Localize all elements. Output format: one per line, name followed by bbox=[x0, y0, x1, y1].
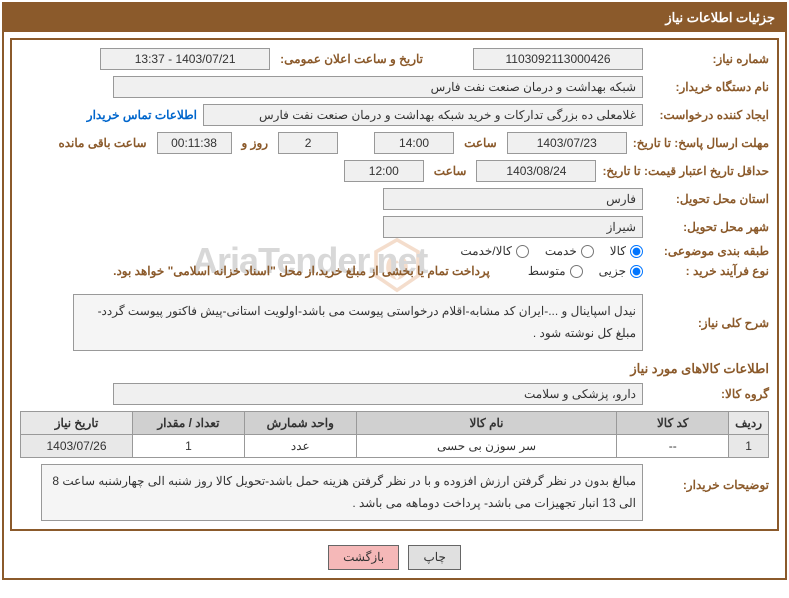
label-price-valid: حداقل تاریخ اعتبار قیمت: تا تاریخ: bbox=[602, 164, 769, 178]
row-price-valid: حداقل تاریخ اعتبار قیمت: تا تاریخ: 1403/… bbox=[20, 160, 769, 182]
field-goods-group: دارو، پزشکی و سلامت bbox=[113, 383, 643, 405]
field-remaining-time: 00:11:38 bbox=[157, 132, 232, 154]
th-qty: تعداد / مقدار bbox=[133, 412, 245, 435]
table-row: 1 -- سر سوزن بی حسی عدد 1 1403/07/26 bbox=[21, 435, 769, 458]
label-days-and: روز و bbox=[238, 136, 273, 150]
radio-group-process: جزیی متوسط bbox=[516, 264, 643, 278]
label-announce-datetime: تاریخ و ساعت اعلان عمومی: bbox=[276, 52, 427, 66]
link-contact-info[interactable]: اطلاعات تماس خریدار bbox=[87, 108, 197, 122]
row-reply-deadline: مهلت ارسال پاسخ: تا تاریخ: 1403/07/23 سا… bbox=[20, 132, 769, 154]
row-need-number: شماره نیاز: 1103092113000426 تاریخ و ساع… bbox=[20, 48, 769, 70]
radio-group-category: کالا خدمت کالا/خدمت bbox=[448, 244, 643, 258]
label-requester: ایجاد کننده درخواست: bbox=[649, 108, 769, 122]
label-buyer-desc: توضیحات خریدار: bbox=[649, 464, 769, 492]
label-category: طبقه بندی موضوعی: bbox=[649, 244, 769, 258]
field-delivery-province: فارس bbox=[383, 188, 643, 210]
field-remaining-days: 2 bbox=[278, 132, 338, 154]
print-button[interactable]: چاپ bbox=[408, 545, 460, 570]
label-remaining: ساعت باقی مانده bbox=[54, 136, 150, 150]
radio-service[interactable] bbox=[581, 245, 594, 258]
section-goods-info-title: اطلاعات کالاهای مورد نیاز bbox=[20, 361, 769, 377]
form-content: AriaTender.net شماره نیاز: 1103092113000… bbox=[10, 38, 779, 531]
radio-partial[interactable] bbox=[630, 265, 643, 278]
field-price-valid-time: 12:00 bbox=[344, 160, 424, 182]
label-delivery-city: شهر محل تحویل: bbox=[649, 220, 769, 234]
row-requester: ایجاد کننده درخواست: غلامعلی ده بزرگی تد… bbox=[20, 104, 769, 126]
radio-goods[interactable] bbox=[630, 245, 643, 258]
label-time-1: ساعت bbox=[460, 136, 501, 150]
field-announce-datetime: 1403/07/21 - 13:37 bbox=[100, 48, 270, 70]
radio-goods-label: کالا bbox=[610, 244, 626, 258]
label-time-2: ساعت bbox=[430, 164, 471, 178]
field-delivery-city: شیراز bbox=[383, 216, 643, 238]
row-process: نوع فرآیند خرید : جزیی متوسط پرداخت تمام… bbox=[20, 264, 769, 278]
label-process: نوع فرآیند خرید : bbox=[649, 264, 769, 278]
cell-code: -- bbox=[617, 435, 729, 458]
radio-service-label: خدمت bbox=[545, 244, 577, 258]
label-need-number: شماره نیاز: bbox=[649, 52, 769, 66]
row-buyer-desc: توضیحات خریدار: مبالغ بدون در نظر گرفتن … bbox=[20, 464, 769, 521]
radio-partial-label: جزیی bbox=[599, 264, 626, 278]
goods-table: ردیف کد کالا نام کالا واحد شمارش تعداد /… bbox=[20, 411, 769, 458]
button-row: چاپ بازگشت bbox=[4, 537, 785, 578]
cell-need-date: 1403/07/26 bbox=[21, 435, 133, 458]
field-need-summary: نیدل اسپاینال و ...-ایران کد مشابه-اقلام… bbox=[73, 294, 643, 351]
radio-medium-label: متوسط bbox=[528, 264, 566, 278]
cell-qty: 1 bbox=[133, 435, 245, 458]
field-buyer-org: شبکه بهداشت و درمان صنعت نفت فارس bbox=[113, 76, 643, 98]
row-delivery-city: شهر محل تحویل: شیراز bbox=[20, 216, 769, 238]
label-need-summary: شرح کلی نیاز: bbox=[649, 316, 769, 330]
field-reply-time: 14:00 bbox=[374, 132, 454, 154]
row-goods-group: گروه کالا: دارو، پزشکی و سلامت bbox=[20, 383, 769, 405]
label-buyer-org: نام دستگاه خریدار: bbox=[649, 80, 769, 94]
field-buyer-desc: مبالغ بدون در نظر گرفتن ارزش افزوده و با… bbox=[41, 464, 643, 521]
field-reply-date: 1403/07/23 bbox=[507, 132, 627, 154]
label-goods-group: گروه کالا: bbox=[649, 387, 769, 401]
field-requester: غلامعلی ده بزرگی تدارکات و خرید شبکه بهد… bbox=[203, 104, 643, 126]
row-category: طبقه بندی موضوعی: کالا خدمت کالا/خدمت bbox=[20, 244, 769, 258]
cell-row: 1 bbox=[729, 435, 769, 458]
th-row: ردیف bbox=[729, 412, 769, 435]
panel-title: جزئیات اطلاعات نیاز bbox=[4, 4, 785, 32]
row-delivery-province: استان محل تحویل: فارس bbox=[20, 188, 769, 210]
label-delivery-province: استان محل تحویل: bbox=[649, 192, 769, 206]
th-unit: واحد شمارش bbox=[244, 412, 356, 435]
radio-goods-service-label: کالا/خدمت bbox=[460, 244, 511, 258]
cell-name: سر سوزن بی حسی bbox=[356, 435, 617, 458]
field-price-valid-date: 1403/08/24 bbox=[476, 160, 596, 182]
radio-goods-service[interactable] bbox=[516, 245, 529, 258]
th-code: کد کالا bbox=[617, 412, 729, 435]
field-need-number: 1103092113000426 bbox=[473, 48, 643, 70]
row-need-summary: شرح کلی نیاز: نیدل اسپاینال و ...-ایران … bbox=[20, 294, 769, 351]
th-need-date: تاریخ نیاز bbox=[21, 412, 133, 435]
cell-unit: عدد bbox=[244, 435, 356, 458]
radio-medium[interactable] bbox=[570, 265, 583, 278]
process-note: پرداخت تمام یا بخشی از مبلغ خرید،از محل … bbox=[113, 264, 490, 278]
row-buyer-org: نام دستگاه خریدار: شبکه بهداشت و درمان ص… bbox=[20, 76, 769, 98]
th-name: نام کالا bbox=[356, 412, 617, 435]
label-reply-deadline: مهلت ارسال پاسخ: تا تاریخ: bbox=[633, 136, 769, 150]
back-button[interactable]: بازگشت bbox=[328, 545, 399, 570]
panel-container: جزئیات اطلاعات نیاز AriaTender.net شماره… bbox=[2, 2, 787, 580]
